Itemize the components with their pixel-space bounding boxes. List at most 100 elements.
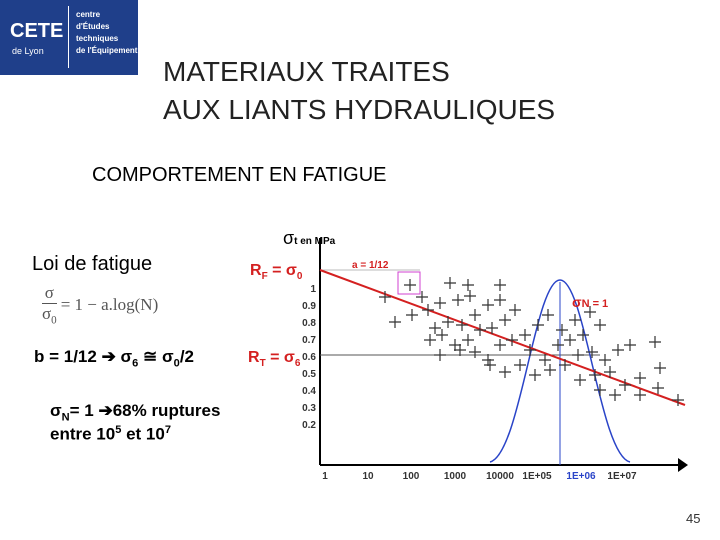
numerator: σ: [44, 283, 54, 302]
plus-mark: [434, 297, 446, 309]
plus-mark: [594, 384, 606, 396]
plus-mark: [552, 339, 564, 351]
plus-mark: [509, 304, 521, 316]
plus-mark: [609, 389, 621, 401]
plus-mark: [486, 322, 498, 334]
plus-mark: [456, 319, 468, 331]
sigma-n-label: σN = 1: [572, 294, 608, 310]
slope-label: a = 1/12: [352, 260, 389, 271]
rf-label: RF = σ0: [250, 262, 303, 282]
y-tick-label: 0.3: [302, 403, 316, 414]
formula-rhs: = 1 − a.log(N): [60, 294, 159, 314]
plus-mark: [499, 366, 511, 378]
rt-label: RT = σ6: [248, 349, 301, 369]
plus-mark: [612, 344, 624, 356]
plus-mark: [474, 324, 486, 336]
logo-divider: [68, 6, 69, 68]
plus-mark: [559, 359, 571, 371]
logo-line: de l'Équipement: [76, 46, 138, 55]
text: 0: [173, 357, 180, 370]
x-tick-label: 10: [362, 471, 374, 482]
title-line: AUX LIANTS HYDRAULIQUES: [163, 94, 556, 125]
plus-mark: [469, 309, 481, 321]
plus-mark: [652, 382, 664, 394]
formula: σ σ0 = 1 − a.log(N): [42, 283, 158, 326]
x-tick-label: 100: [403, 471, 420, 482]
text: b = 1/12 ➔ σ: [34, 347, 133, 366]
plus-mark: [604, 366, 616, 378]
y-tick-label: 0.7: [302, 335, 316, 346]
text: σ: [50, 401, 62, 420]
plus-mark: [539, 354, 551, 366]
logo-line: centre: [76, 10, 101, 19]
text: 6: [132, 357, 139, 370]
denominator-sub: 0: [51, 314, 57, 327]
fatigue-line: [319, 269, 686, 406]
y-tick-label: 0.6: [302, 352, 316, 363]
plus-mark: [589, 369, 601, 381]
plus-mark: [429, 322, 441, 334]
gauss-curve: [489, 279, 631, 463]
plus-mark: [624, 339, 636, 351]
plus-mark: [442, 316, 454, 328]
text: /2: [179, 347, 194, 366]
plus-mark: [436, 329, 448, 341]
plus-mark: [577, 329, 589, 341]
plus-mark: [416, 291, 428, 303]
y-tick-label: 0.8: [302, 318, 316, 329]
plus-mark: [542, 309, 554, 321]
n-rule: σN= 1 ➔68% ruptures: [50, 401, 220, 423]
plus-mark: [454, 344, 466, 356]
text: et 10: [121, 424, 165, 444]
y-axis-label: σt en MPa: [283, 228, 336, 248]
text: entre 10: [50, 424, 116, 444]
plus-mark: [444, 277, 456, 289]
subtitle: COMPORTEMENT EN FATIGUE: [92, 164, 387, 186]
text: 7: [164, 424, 171, 436]
plus-mark: [449, 339, 461, 351]
x-tick-label: 1E+05: [522, 471, 552, 482]
y-tick-label: 0.5: [302, 369, 316, 380]
text: 5: [115, 424, 122, 436]
plus-mark: [556, 324, 568, 336]
slope-box: [397, 271, 421, 295]
plus-mark: [672, 394, 684, 406]
plus-mark: [494, 294, 506, 306]
plus-mark: [544, 364, 556, 376]
plus-mark: [462, 279, 474, 291]
denominator: σ: [42, 304, 52, 323]
x-tick-label: 1E+07: [607, 471, 637, 482]
x-tick-label: 1000: [444, 471, 467, 482]
plus-mark: [464, 290, 476, 302]
plus-mark: [574, 374, 586, 386]
arrow: [678, 458, 688, 472]
plus-mark: [379, 291, 391, 303]
plus-mark: [532, 319, 544, 331]
plus-mark: [524, 344, 536, 356]
plus-mark: [462, 334, 474, 346]
plus-mark: [586, 346, 598, 358]
plus-mark: [452, 294, 464, 306]
plus-mark: [619, 379, 631, 391]
plus-mark: [529, 369, 541, 381]
plus-mark: [389, 316, 401, 328]
plus-mark: [494, 279, 506, 291]
plus-mark: [506, 334, 518, 346]
page-number: 45: [686, 511, 700, 526]
plus-mark: [569, 314, 581, 326]
plus-mark: [599, 354, 611, 366]
text: = 1 ➔68% ruptures: [69, 401, 221, 420]
x-tick-label: 1E+06: [566, 471, 596, 482]
heading: Loi de fatigue: [32, 253, 153, 275]
y-tick-label: 0.4: [302, 386, 316, 397]
logo-name: CETE: [10, 20, 64, 42]
plus-mark: [584, 306, 596, 318]
plus-mark: [406, 309, 418, 321]
plus-mark: [422, 304, 434, 316]
plus-mark: [572, 349, 584, 361]
logo: CETE de Lyon centre d'Études techniques …: [0, 0, 138, 75]
plus-mark: [634, 372, 646, 384]
logo-line: techniques: [76, 34, 119, 43]
plus-mark: [594, 319, 606, 331]
